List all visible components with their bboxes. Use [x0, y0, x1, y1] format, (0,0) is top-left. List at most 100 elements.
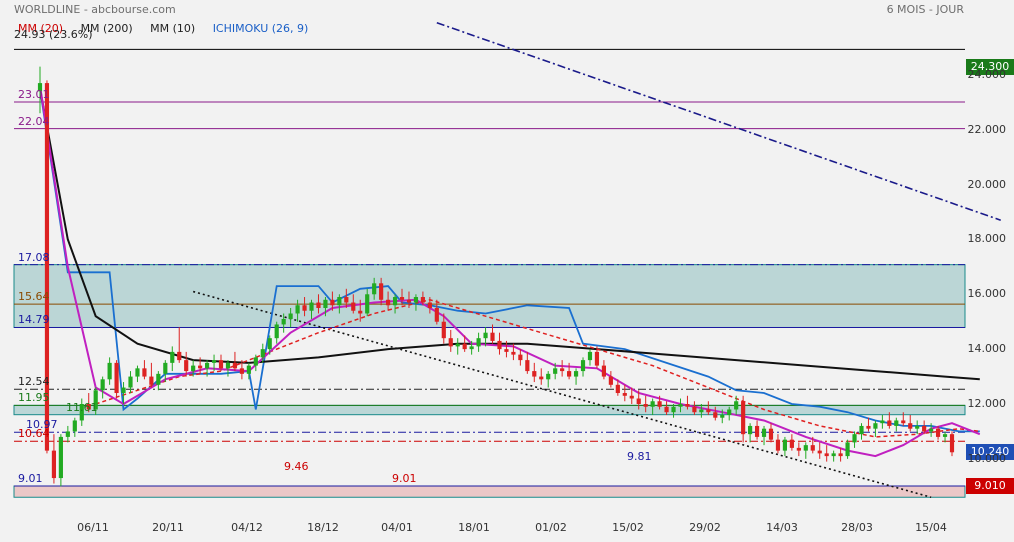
candle-body [651, 401, 655, 406]
level-label: 9.81 [627, 450, 652, 463]
candle-body [797, 448, 801, 451]
candle-body [490, 333, 494, 341]
level-label: 9.01 [392, 472, 417, 485]
candle-body [588, 352, 592, 360]
candle-body [818, 451, 822, 454]
candle-body [790, 440, 794, 448]
period-label: 6 MOIS - JOUR [887, 3, 964, 16]
x-tick-label: 01/02 [535, 521, 567, 534]
candle-body [866, 426, 870, 429]
candle-body [811, 445, 815, 450]
level-label: 22.04 [18, 115, 50, 128]
candle-body [602, 366, 606, 377]
level-label: 11.61 [66, 401, 98, 414]
x-tick-label: 29/02 [689, 521, 721, 534]
candle-body [393, 297, 397, 305]
candle-body [149, 377, 153, 385]
candle-body [302, 305, 306, 310]
candle-body [525, 360, 529, 371]
candle-body [915, 426, 919, 429]
level-label: 23.01 [18, 88, 50, 101]
candle-body [769, 429, 773, 440]
candle-body [289, 313, 293, 318]
candle-body [184, 360, 188, 371]
candle-body [929, 429, 933, 432]
candle-body [114, 363, 118, 393]
candle-body [692, 407, 696, 412]
candle-body [880, 420, 884, 423]
candle-body [560, 368, 564, 371]
candle-body [316, 303, 320, 308]
candle-body [511, 352, 515, 355]
level-label: 9.46 [284, 460, 309, 473]
candle-body [233, 363, 237, 368]
candle-body [762, 429, 766, 437]
candle-body [470, 346, 474, 349]
legend-mm10[interactable]: MM (10) [150, 22, 195, 35]
candle-body [407, 300, 411, 303]
candle-body [664, 407, 668, 412]
candle-body [442, 322, 446, 338]
candle-body [720, 415, 724, 418]
candle-body [741, 401, 745, 434]
x-tick-label: 18/01 [458, 521, 490, 534]
candle-body [678, 404, 682, 407]
candle-body [532, 371, 536, 376]
candle-body [323, 300, 327, 308]
candle-body [135, 368, 139, 376]
candle-body [873, 423, 877, 428]
candle-body [644, 404, 648, 407]
candle-body [671, 407, 675, 412]
candle-body [477, 338, 481, 346]
x-tick-label: 15/04 [915, 521, 947, 534]
legend-ichimoku[interactable]: ICHIMOKU (26, 9) [213, 22, 309, 35]
candle-body [630, 396, 634, 399]
candle-body [839, 453, 843, 456]
candle-body [734, 401, 738, 409]
candle-body [101, 379, 105, 390]
candle-body [358, 311, 362, 314]
candle-body [727, 409, 731, 414]
level-label: 15.64 [18, 290, 50, 303]
candle-body [943, 434, 947, 437]
x-tick-label: 20/11 [152, 521, 184, 534]
candle-body [859, 426, 863, 434]
candle-body [421, 297, 425, 302]
level-label: 17.08 [18, 251, 50, 264]
candle-body [497, 341, 501, 349]
candle-body [894, 420, 898, 425]
y-tick-label: 24.000 [968, 68, 1007, 81]
candle-body [539, 377, 543, 380]
candle-body [198, 366, 202, 369]
candle-body [240, 368, 244, 373]
candle-body [435, 308, 439, 322]
candle-body [268, 338, 272, 349]
candle-body [59, 437, 63, 478]
candle-body [685, 404, 689, 407]
candle-body [825, 453, 829, 456]
candle-body [581, 360, 585, 371]
candle-body [776, 440, 780, 451]
candle-body [386, 300, 390, 305]
candle-body [247, 366, 251, 374]
candle-body [553, 368, 557, 373]
candle-body [574, 371, 578, 376]
candle-body [309, 303, 313, 311]
candle-body [254, 357, 258, 365]
candle-body [950, 434, 954, 452]
candle-body [463, 344, 467, 349]
fib-level-label: 24.93 (23.6%) [14, 28, 93, 41]
candle-body [330, 300, 334, 305]
y-tick-label: 22.000 [968, 123, 1007, 136]
candle-body [219, 360, 223, 368]
x-tick-label: 18/12 [307, 521, 339, 534]
candle-body [365, 294, 369, 313]
price-tag: 9.010 [966, 478, 1014, 494]
candle-body [108, 363, 112, 379]
candle-body [295, 305, 299, 313]
candle-body [567, 371, 571, 376]
candle-body [191, 366, 195, 371]
y-tick-label: 18.000 [968, 232, 1007, 245]
candle-body [748, 426, 752, 434]
candle-body [337, 297, 341, 305]
